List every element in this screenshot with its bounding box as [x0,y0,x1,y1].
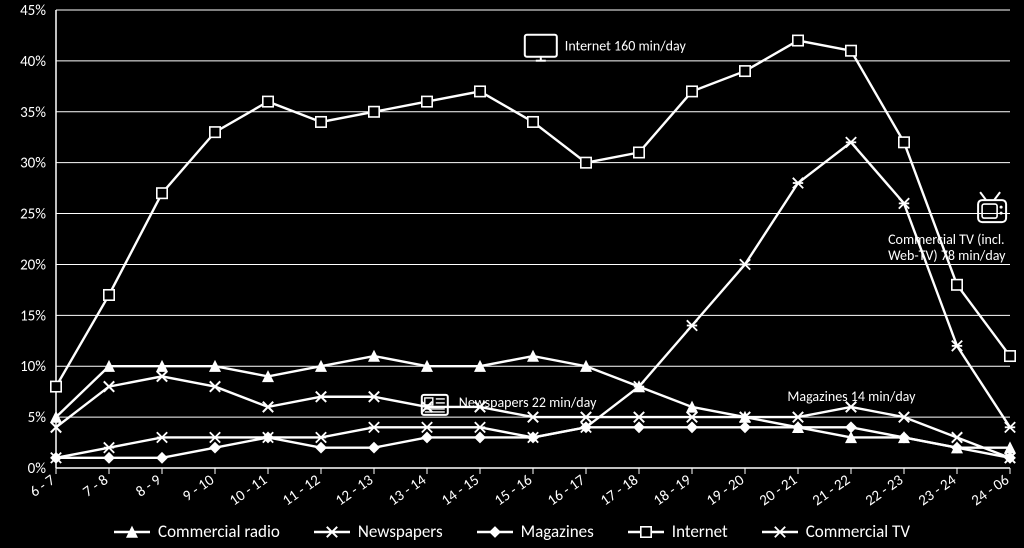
x-tick-label: 18 - 19 [650,471,695,510]
y-tick-label: 35% [20,104,46,122]
x-tick-label: 20 - 21 [756,471,801,510]
y-tick-label: 20% [20,256,46,274]
x-tick-label: 15 - 16 [491,471,536,510]
x-tick-label: 21 - 22 [809,471,854,510]
y-tick-label: 45% [20,2,46,20]
legend-label: Internet [672,521,728,542]
legend-label: Magazines [521,521,594,542]
legend-item-commercial_radio: Commercial radio [114,521,280,542]
svg-text:Commercial TV (incl.: Commercial TV (incl. [888,231,1004,248]
y-tick-label: 5% [28,409,47,427]
y-tick-label: 10% [20,358,46,376]
line-chart: 0%5%10%15%20%25%30%35%40%45%6 - 77 - 88 … [0,0,1024,548]
chart-container: 0%5%10%15%20%25%30%35%40%45%6 - 77 - 88 … [0,0,1024,548]
x-tick-label: 7 - 8 [80,471,112,501]
y-tick-label: 25% [20,206,46,224]
svg-text:Web-TV) 78 min/day: Web-TV) 78 min/day [888,247,1006,264]
series-magazines [51,422,1015,463]
x-tick-label: 19 - 20 [703,471,748,510]
x-tick-label: 23 - 24 [915,471,960,510]
svg-text:Magazines 14 min/day: Magazines 14 min/day [787,388,916,405]
legend-label: Commercial radio [158,521,280,542]
legend-item-newspapers: Newspapers [314,521,443,542]
x-tick-label: 11 - 12 [279,471,324,510]
x-tick-label: 24 - 06 [968,471,1013,510]
x-tick-label: 13 - 14 [385,471,430,510]
svg-text:Newspapers 22 min/day: Newspapers 22 min/day [459,394,597,411]
svg-text:Internet 160 min/day: Internet 160 min/day [565,38,687,55]
y-tick-label: 40% [20,53,46,71]
legend-label: Commercial TV [806,521,910,542]
x-tick-label: 16 - 17 [544,471,589,510]
x-tick-label: 10 - 11 [226,471,271,510]
y-tick-label: 30% [20,155,46,173]
legend-item-internet: Internet [628,521,728,542]
series-commercial_tv [51,137,1015,463]
legend-item-commercial_tv: Commercial TV [762,521,910,542]
annotation-mag_ann: Magazines 14 min/day [787,388,916,405]
x-tick-label: 14 - 15 [438,471,483,510]
x-tick-label: 12 - 13 [332,471,377,510]
x-tick-label: 22 - 23 [862,471,907,510]
y-tick-label: 15% [20,307,46,325]
annotation-internet_ann: Internet 160 min/day [525,35,687,61]
legend-label: Newspapers [358,521,443,542]
x-tick-label: 9 - 10 [180,471,219,506]
x-tick-label: 17 - 18 [597,471,642,510]
x-tick-label: 8 - 9 [133,471,165,501]
legend-item-magazines: Magazines [477,521,594,542]
legend: Commercial radio Newspapers Magazines Inter… [0,521,1024,542]
